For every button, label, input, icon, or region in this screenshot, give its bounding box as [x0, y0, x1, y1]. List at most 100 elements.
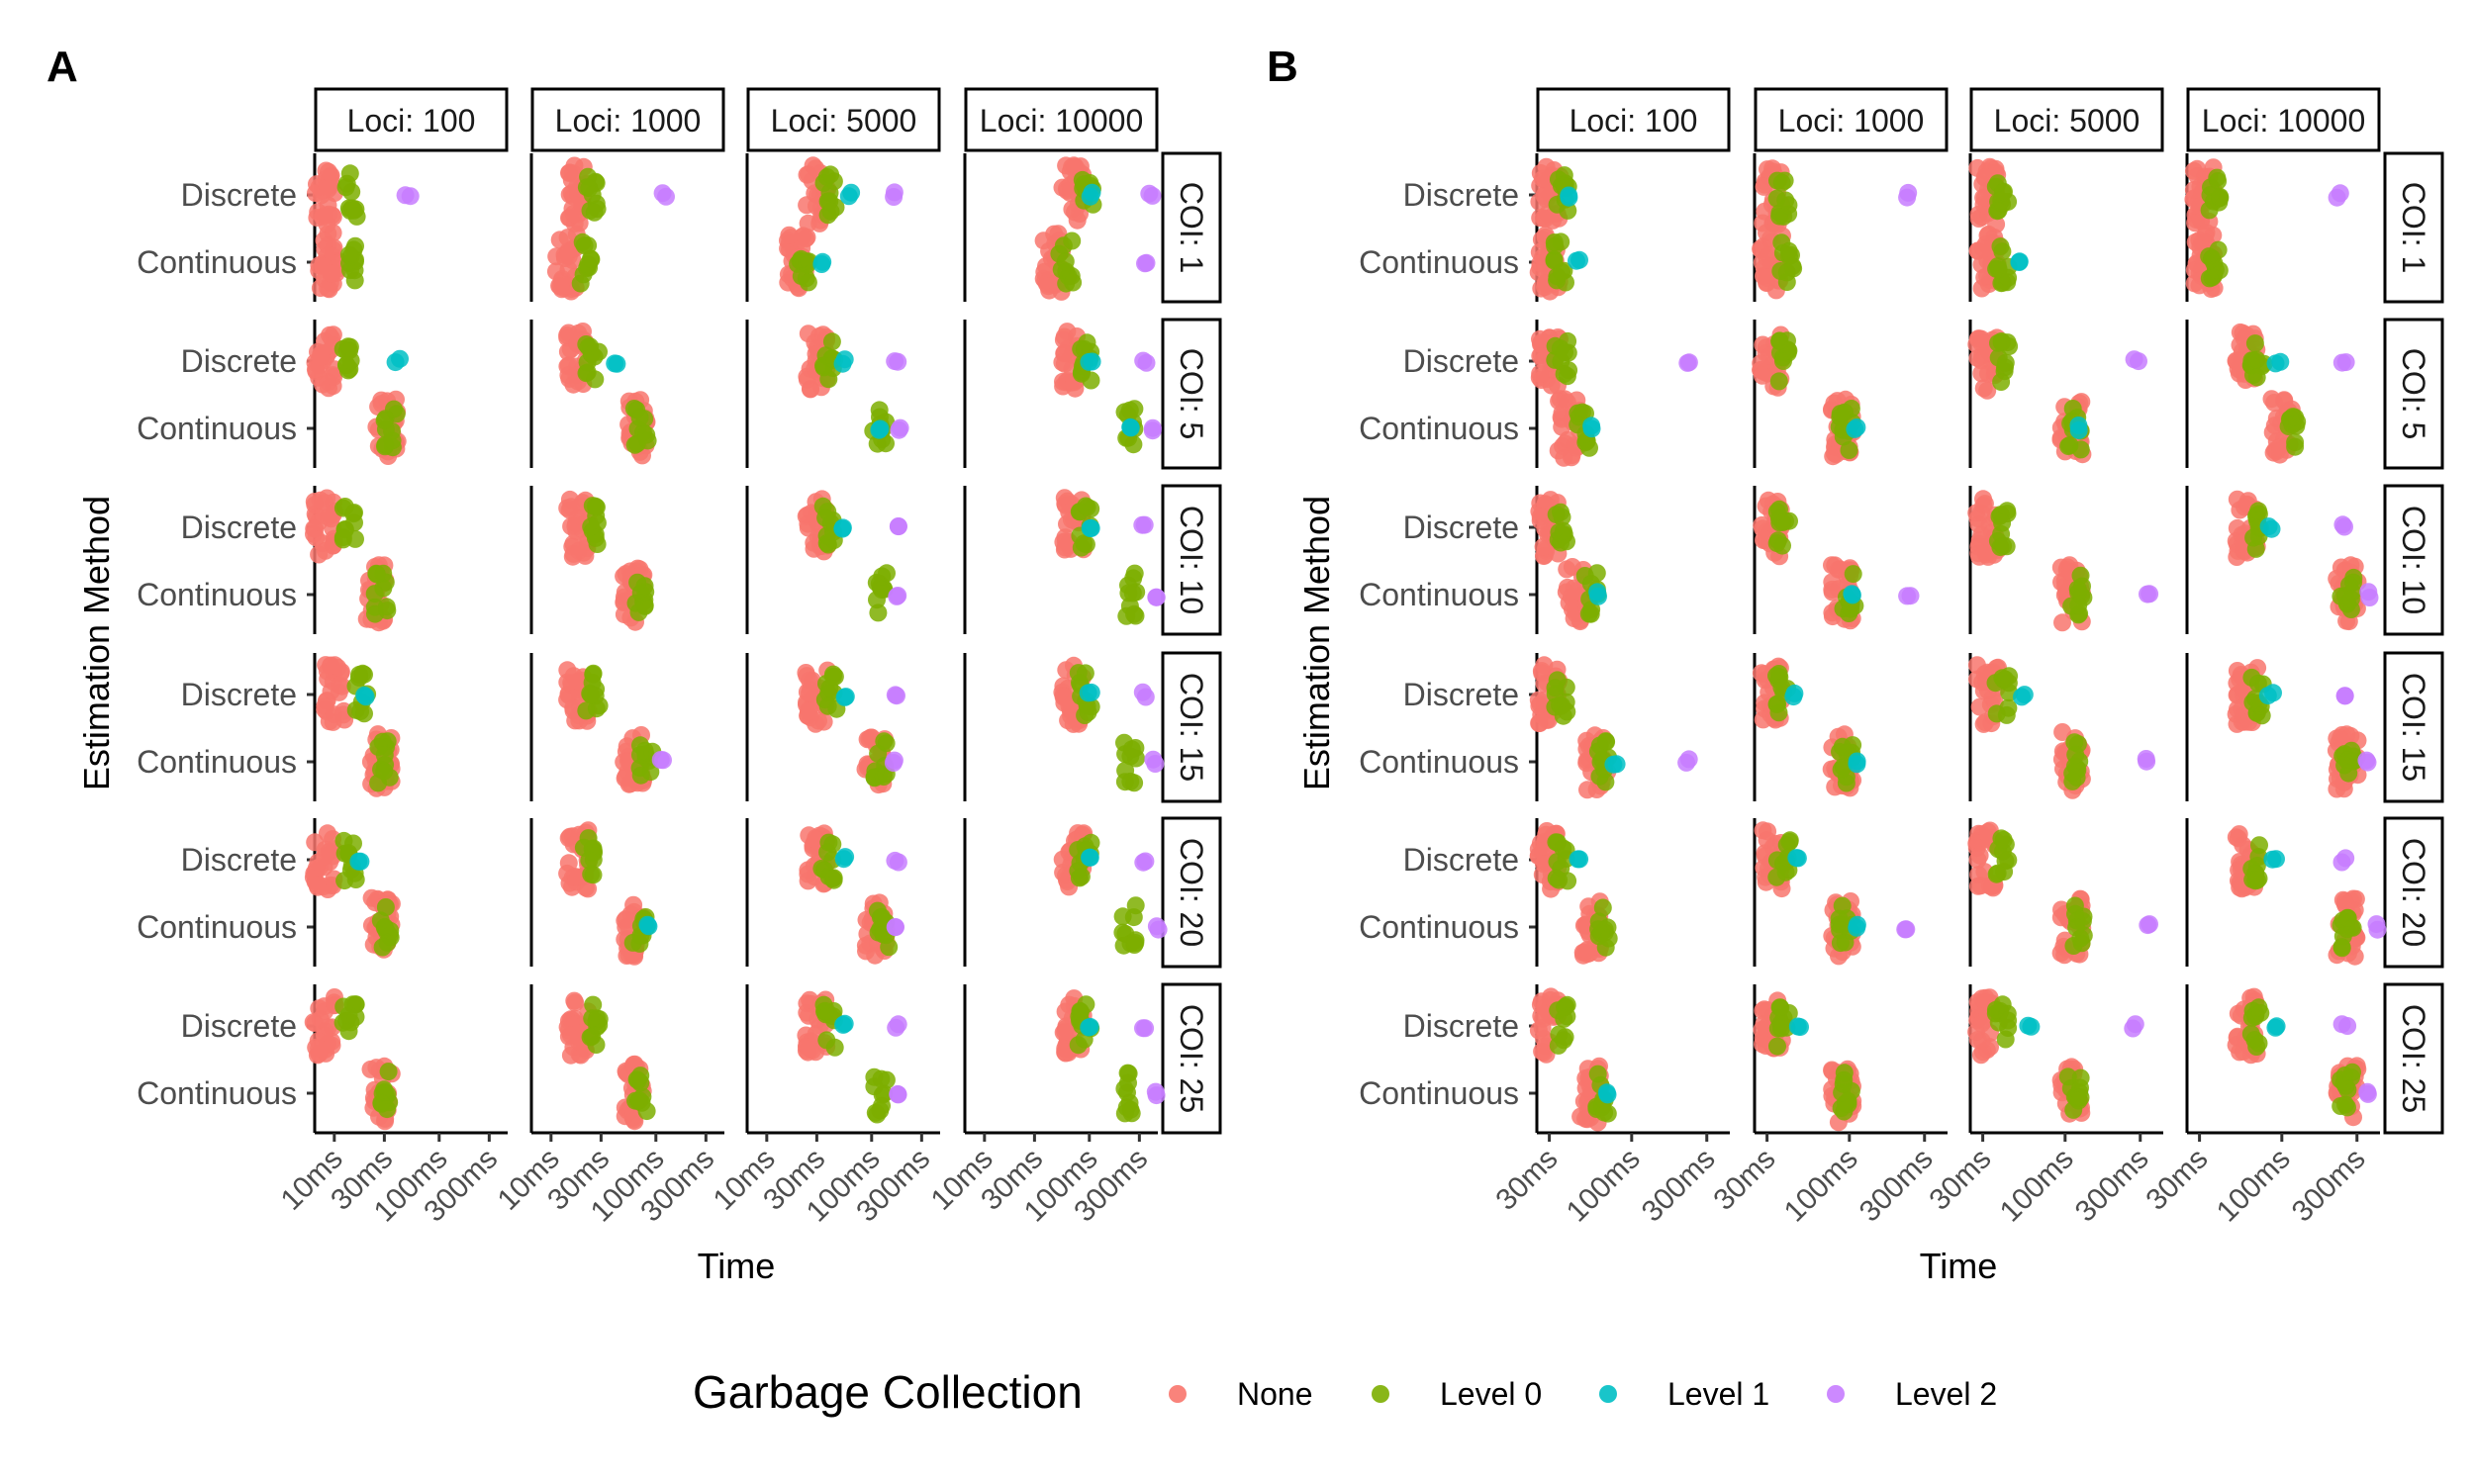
strip-box: [2186, 87, 2381, 152]
data-point: [1834, 1074, 1853, 1093]
data-point: [865, 1067, 884, 1086]
x-tick-label: 30ms: [1923, 1143, 1997, 1217]
strip-box: [1161, 651, 1222, 803]
data-point: [1755, 177, 1773, 196]
data-point: [824, 869, 843, 887]
data-point: [780, 226, 799, 244]
data-point: [1604, 755, 1623, 774]
data-point: [1979, 225, 1998, 243]
data-point: [1678, 353, 1697, 372]
data-point: [583, 1009, 602, 1028]
data-point: [1545, 250, 1564, 269]
strip-label: COI: 15: [1174, 673, 1209, 782]
data-point: [1970, 846, 1989, 865]
data-point: [1831, 405, 1850, 423]
data-point: [586, 497, 605, 515]
data-point: [558, 661, 577, 680]
y-tick-label: Continuous: [1359, 909, 1519, 945]
legend: Garbage Collection None Level 0 Level 1 Lev…: [693, 1366, 1997, 1418]
data-point: [1771, 1019, 1790, 1038]
data-point: [2358, 1082, 2377, 1101]
data-point: [586, 370, 605, 389]
data-point: [834, 1015, 853, 1034]
x-tick-label: 100ms: [1561, 1143, 1647, 1229]
data-point: [325, 367, 343, 386]
data-point: [1556, 343, 1573, 362]
data-point: [1133, 683, 1152, 701]
data-point: [1599, 929, 1618, 948]
facet-strip-row: COI: 20: [1161, 816, 1222, 969]
data-point: [1992, 191, 2011, 210]
data-point: [378, 1100, 397, 1119]
data-point: [1759, 822, 1777, 841]
data-point: [835, 350, 854, 369]
legend-label: None: [1237, 1376, 1313, 1412]
data-point: [341, 261, 359, 280]
data-point: [2249, 848, 2268, 867]
legend-title: Garbage Collection: [693, 1366, 1083, 1418]
data-point: [1993, 669, 2012, 688]
data-point: [1147, 588, 1166, 606]
facet-strip-row: COI: 1: [2383, 151, 2444, 304]
strip-label: Loci: 10000: [980, 103, 1143, 139]
data-point: [2283, 416, 2302, 434]
data-point: [631, 1067, 650, 1085]
data-point: [1785, 684, 1804, 702]
legend-item: None: [1169, 1376, 1313, 1412]
facet-strip-column: Loci: 100: [314, 87, 509, 152]
strip-box: [746, 87, 941, 152]
data-point: [801, 990, 819, 1009]
data-point: [2247, 368, 2266, 387]
y-tick-label: Discrete: [1403, 343, 1519, 379]
data-point: [2262, 519, 2281, 538]
data-point: [564, 544, 583, 563]
data-point: [1115, 1079, 1134, 1098]
data-point: [2286, 437, 2305, 456]
data-point: [1082, 683, 1100, 701]
strip-box: [2383, 816, 2444, 969]
strip-label: Loci: 10000: [2202, 103, 2365, 139]
data-point: [1753, 366, 1771, 385]
data-point: [1844, 565, 1862, 584]
data-point: [351, 852, 370, 871]
panel-label: A: [47, 43, 78, 91]
y-tick-label: Continuous: [1359, 577, 1519, 612]
data-point: [1823, 583, 1842, 602]
data-point: [1779, 341, 1798, 360]
data-point: [2245, 334, 2264, 353]
data-point: [323, 1036, 341, 1055]
data-point: [1787, 849, 1806, 868]
data-point: [2069, 420, 2088, 439]
data-point: [2230, 825, 2248, 844]
data-point: [1071, 1002, 1090, 1021]
data-point: [1122, 740, 1141, 759]
data-point: [1554, 521, 1572, 540]
data-point: [1593, 898, 1612, 917]
data-point: [1534, 537, 1553, 556]
data-point: [1147, 917, 1166, 936]
y-tick-label: Continuous: [137, 244, 297, 280]
data-point: [819, 370, 838, 389]
data-point: [2067, 1088, 2086, 1107]
strip-box: [2383, 484, 2444, 636]
data-point: [2341, 590, 2360, 608]
data-point: [1831, 934, 1850, 953]
x-tick-label: 30ms: [1489, 1143, 1564, 1217]
data-point: [337, 356, 356, 374]
data-point: [1994, 536, 2013, 555]
data-point: [1066, 157, 1085, 176]
data-point: [1975, 495, 1994, 513]
data-point: [1126, 896, 1145, 915]
data-point: [1596, 732, 1615, 751]
data-point: [1070, 869, 1089, 887]
data-point: [1136, 254, 1154, 273]
data-point: [833, 518, 852, 537]
data-point: [2074, 907, 2093, 926]
facet-strip-row: COI: 15: [1161, 651, 1222, 803]
y-tick-label: Discrete: [181, 510, 297, 545]
data-point: [886, 851, 904, 870]
facet-strip-row: COI: 25: [2383, 982, 2444, 1135]
strip-box: [1161, 816, 1222, 969]
data-point: [1080, 1018, 1098, 1037]
data-point: [1579, 604, 1598, 623]
